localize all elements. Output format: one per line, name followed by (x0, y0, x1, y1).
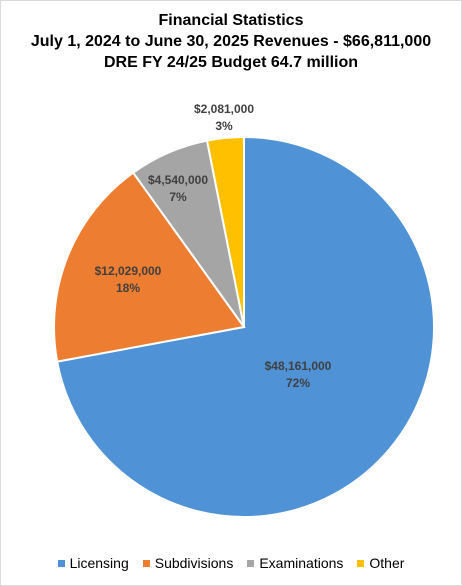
data-label-percent-examinations: 7% (169, 190, 187, 204)
data-label-value-licensing: $48,161,000 (265, 359, 332, 373)
data-label-percent-subdivisions: 18% (116, 281, 140, 295)
legend-label-other: Other (369, 555, 405, 571)
legend-item-examinations: Examinations (247, 555, 343, 571)
data-label-value-subdivisions: $12,029,000 (95, 264, 162, 278)
legend-swatch-other (357, 559, 365, 567)
data-label-value-examinations: $4,540,000 (148, 173, 208, 187)
legend-item-other: Other (357, 555, 404, 571)
legend-item-licensing: Licensing (57, 555, 129, 571)
legend-label-subdivisions: Subdivisions (154, 555, 234, 571)
legend-swatch-subdivisions (142, 559, 150, 567)
data-label-percent-other: 3% (215, 119, 233, 133)
chart-title-line-3: DRE FY 24/25 Budget 64.7 million (104, 54, 358, 71)
data-label-percent-licensing: 72% (286, 376, 310, 390)
pie-slice-licensing (56, 135, 436, 518)
chart-title: Financial Statistics July 1, 2024 to Jun… (0, 10, 462, 73)
legend-label-examinations: Examinations (259, 555, 344, 571)
pie-slice-other (205, 135, 245, 328)
data-label-value-other: $2,081,000 (194, 102, 254, 116)
chart-title-line-2: July 1, 2024 to June 30, 2025 Revenues -… (30, 33, 432, 50)
legend-item-subdivisions: Subdivisions (142, 555, 234, 571)
legend-label-licensing: Licensing (69, 555, 129, 571)
legend-swatch-examinations (247, 559, 255, 567)
legend-swatch-licensing (57, 559, 65, 567)
chart-legend: Licensing Subdivisions Examinations Other (0, 555, 462, 571)
chart-title-line-1: Financial Statistics (158, 12, 304, 29)
pie-slice-subdivisions (53, 171, 246, 363)
